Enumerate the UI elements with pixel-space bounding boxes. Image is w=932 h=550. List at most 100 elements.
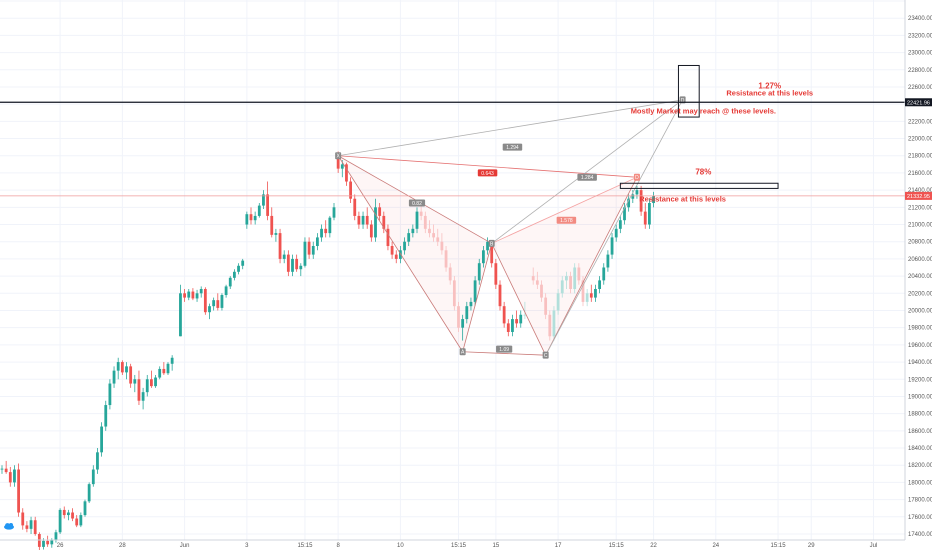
time-tick-label: 17 bbox=[555, 543, 562, 549]
horizontal-lines[interactable] bbox=[0, 101, 905, 197]
candle-body bbox=[286, 254, 290, 272]
rectangle-drawings[interactable] bbox=[619, 64, 779, 189]
price-axis[interactable]: 17400.00 17600.00 17800.00 18000.00 18200.00… bbox=[904, 0, 932, 540]
ratio-label: 0.643 bbox=[481, 171, 494, 177]
candle-body bbox=[42, 540, 45, 547]
candle-body bbox=[511, 319, 514, 332]
leg-ab bbox=[462, 243, 493, 352]
time-tick-label: 26 bbox=[57, 543, 64, 549]
candle-body bbox=[581, 280, 585, 302]
leg-xd-red bbox=[338, 155, 637, 178]
time-tick-label: 15:15 bbox=[771, 543, 787, 549]
candle-body bbox=[349, 181, 352, 199]
candle-body bbox=[299, 265, 303, 270]
candle-body bbox=[199, 288, 203, 294]
candle-body bbox=[224, 286, 228, 296]
candle-body bbox=[523, 314, 527, 316]
ratio-label: 1.284 bbox=[581, 175, 594, 181]
harmonic-pattern[interactable]: X A B C D D 0.82 1.09 1.294 1.284 0.643 1.578 bbox=[335, 96, 686, 359]
candle-body bbox=[241, 260, 245, 266]
candle-body bbox=[307, 241, 311, 255]
candle-body bbox=[482, 250, 485, 264]
candle-body bbox=[83, 501, 87, 516]
candle-body bbox=[166, 363, 170, 374]
candle-body bbox=[535, 280, 539, 285]
price-tick-label: 22800.00 bbox=[908, 68, 932, 74]
time-tick-label: 15:15 bbox=[297, 543, 313, 549]
leg-xa bbox=[337, 155, 463, 352]
candle-body bbox=[29, 520, 33, 529]
candle-body bbox=[531, 276, 535, 281]
candle-body bbox=[120, 362, 124, 373]
candle-body bbox=[515, 319, 518, 324]
candle-body bbox=[33, 520, 37, 534]
candle-body bbox=[565, 276, 568, 281]
pattern-point-b bbox=[488, 239, 495, 247]
candle-body bbox=[266, 194, 269, 216]
leg-cd bbox=[545, 177, 638, 356]
candle-body bbox=[627, 198, 631, 208]
price-tick-label: 23200.00 bbox=[908, 33, 932, 39]
price-tick-label: 21000.00 bbox=[908, 223, 932, 229]
candle-body bbox=[502, 306, 506, 324]
price-tick-label: 21200.00 bbox=[908, 205, 932, 211]
ratio-label: 1.294 bbox=[506, 145, 519, 151]
candle-body bbox=[332, 207, 336, 218]
time-tick-label: Jun bbox=[180, 543, 190, 549]
candle-body bbox=[353, 198, 357, 216]
ratio-label-bg bbox=[477, 169, 498, 177]
ratio-label-bg bbox=[496, 345, 513, 353]
candle-body bbox=[369, 224, 373, 238]
candle-body bbox=[569, 276, 572, 289]
pattern-point-d bbox=[679, 96, 686, 104]
price-tick-label: 19800.00 bbox=[908, 326, 932, 332]
pattern-point-x bbox=[335, 152, 342, 160]
candle-body bbox=[13, 469, 16, 483]
candle-body bbox=[154, 377, 157, 387]
time-tick-label: 15:15 bbox=[451, 543, 467, 549]
candle-body bbox=[423, 215, 427, 229]
candle-body bbox=[494, 263, 498, 285]
candle-body bbox=[378, 207, 382, 216]
leg-cd-grey bbox=[545, 99, 683, 356]
price-tick-label: 23000.00 bbox=[908, 51, 932, 57]
candle-body bbox=[270, 215, 274, 235]
candle-body bbox=[179, 293, 182, 337]
candle-body bbox=[560, 280, 564, 294]
ratio-label-bg bbox=[556, 216, 577, 224]
candle-body bbox=[652, 196, 655, 204]
candle-body bbox=[295, 258, 299, 270]
resistance-box bbox=[619, 182, 779, 189]
candle-body bbox=[506, 323, 510, 332]
candle-body bbox=[610, 237, 614, 255]
pattern-point-label: B bbox=[490, 241, 494, 247]
candle-body bbox=[486, 241, 489, 251]
candle-body bbox=[150, 379, 153, 387]
candle-body bbox=[91, 469, 95, 485]
ratio-label: 0.82 bbox=[412, 201, 422, 207]
candle-body bbox=[21, 512, 25, 526]
price-tick-label: 22200.00 bbox=[908, 119, 932, 125]
price-tick-label: 21600.00 bbox=[908, 171, 932, 177]
candle-body bbox=[220, 295, 224, 308]
candle-body bbox=[311, 246, 315, 255]
candle-body bbox=[556, 293, 560, 311]
price-tick-label: 23400.00 bbox=[908, 16, 932, 22]
candle-body bbox=[125, 366, 128, 373]
candle-body bbox=[448, 267, 452, 281]
pattern-point-label: D bbox=[635, 175, 639, 181]
candle-body bbox=[548, 314, 552, 337]
candle-body bbox=[374, 207, 377, 238]
candle-body bbox=[158, 368, 162, 378]
time-axis[interactable]: 26 28 Jun 3 15:15 8 10 15:15 15 17 15:15 22 24 15:15 2… bbox=[0, 539, 905, 549]
candle-body bbox=[316, 237, 319, 247]
cloud-icon[interactable] bbox=[4, 523, 14, 530]
price-tick-label: 21400.00 bbox=[908, 188, 932, 194]
candle-body bbox=[129, 366, 133, 384]
resistance-box bbox=[677, 64, 700, 118]
candle-body bbox=[386, 228, 390, 247]
candle-body bbox=[274, 233, 278, 235]
candle-body bbox=[104, 405, 108, 427]
